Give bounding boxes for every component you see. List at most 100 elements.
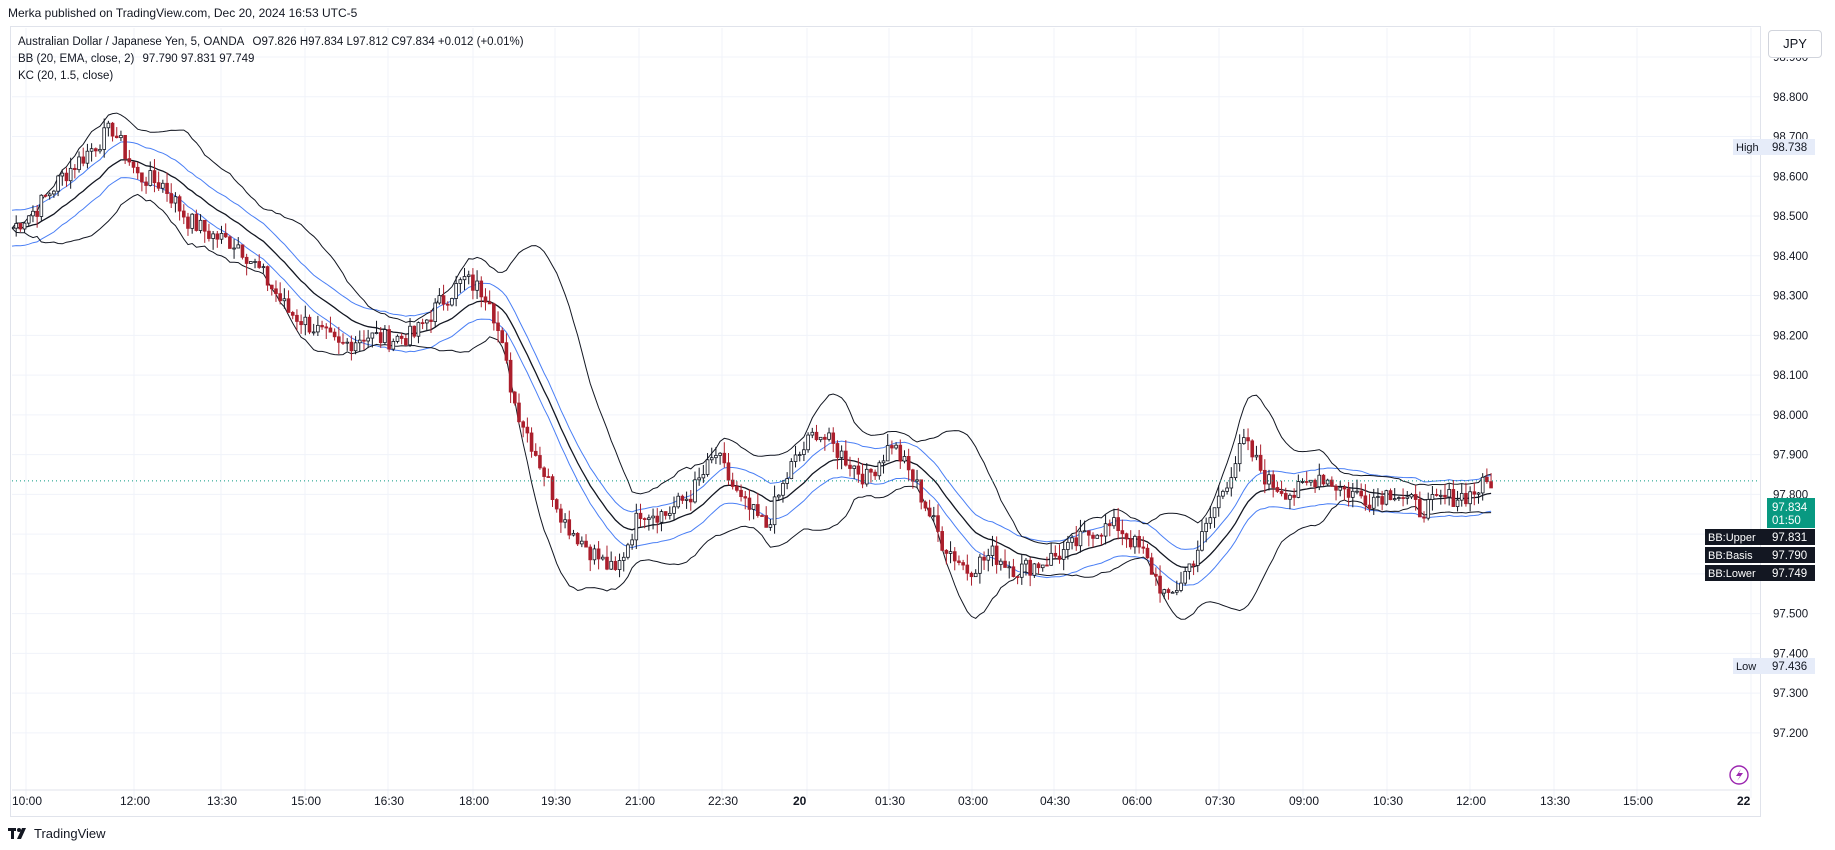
candle-body	[1200, 531, 1204, 551]
candle-body	[399, 335, 404, 339]
candle-body	[1338, 486, 1343, 491]
candle-body	[902, 456, 907, 462]
candle-body	[1066, 541, 1070, 550]
candle-body	[575, 532, 580, 545]
y-tick-label: 98.300	[1773, 291, 1808, 303]
candle-body	[1342, 486, 1347, 490]
x-tick-label: 04:30	[1040, 794, 1070, 808]
candle-body	[722, 452, 727, 464]
candle-body	[102, 127, 106, 150]
candle-body	[617, 560, 622, 570]
candle-body	[1384, 490, 1389, 505]
candle-body	[89, 148, 94, 152]
candle-body	[1019, 563, 1024, 578]
candle-body	[638, 512, 643, 519]
y-tick-label: 98.600	[1773, 171, 1808, 183]
candle-body	[743, 496, 748, 499]
candle-body	[1212, 507, 1217, 519]
y-tick-label: 98.000	[1773, 410, 1808, 422]
candle-body	[1091, 534, 1095, 539]
currency-button[interactable]: JPY	[1768, 30, 1822, 58]
candle-body	[228, 236, 232, 249]
candle-body	[739, 489, 743, 498]
candle-body	[948, 551, 953, 554]
y-tick-label: 98.800	[1773, 92, 1808, 104]
candle-body	[542, 467, 546, 477]
candle-body	[533, 450, 538, 456]
candle-body	[404, 338, 408, 346]
candle-body	[634, 512, 639, 541]
x-tick-label: 22:30	[708, 794, 738, 808]
candle-body	[462, 276, 467, 281]
candle-body	[1162, 589, 1167, 594]
y-tick-label: 97.900	[1773, 450, 1808, 462]
candle-body	[202, 219, 207, 232]
candle-body	[303, 316, 308, 326]
x-tick-label: 10:30	[1373, 794, 1403, 808]
candle-body	[119, 135, 123, 139]
legend-symbol[interactable]: Australian Dollar / Japanese Yen, 5, OAN…	[18, 36, 245, 48]
y-tick-label: 97.200	[1773, 728, 1808, 740]
y-tick-label: 97.300	[1773, 688, 1808, 700]
candle-body	[1082, 530, 1087, 533]
candle-body	[144, 181, 148, 186]
candle-body	[161, 182, 165, 189]
candle-body	[106, 122, 111, 129]
candle-body	[391, 341, 396, 350]
x-tick-label: 10:00	[12, 794, 42, 808]
candle-body	[26, 215, 31, 224]
candle-body	[1040, 564, 1045, 569]
candle-body	[747, 497, 752, 510]
legend-ohlc: O97.826 H97.834 L97.812 C97.834 +0.012 (…	[252, 36, 524, 48]
legend-bb-label[interactable]: BB (20, EMA, close, 2)	[18, 53, 135, 65]
candle-body	[357, 339, 362, 344]
candle-body	[1443, 494, 1447, 498]
lightning-icon[interactable]	[1729, 765, 1749, 785]
legend-kc-label[interactable]: KC (20, 1.5, close)	[18, 70, 114, 82]
candle-body	[244, 256, 249, 264]
legend-kc-row: KC (20, 1.5, close)	[18, 68, 529, 85]
candle-body	[600, 556, 605, 560]
candle-body	[450, 298, 454, 306]
bb-tag-value-bg	[1767, 547, 1815, 563]
chart-frame	[10, 26, 1761, 817]
candle-body	[1401, 497, 1405, 499]
candle-body	[554, 499, 559, 510]
candle-body	[240, 244, 245, 258]
candle-body	[1267, 474, 1271, 485]
candle-body	[181, 210, 186, 218]
candle-body	[1388, 490, 1393, 501]
candle-body	[613, 560, 618, 570]
y-tick-label: 98.500	[1773, 211, 1808, 223]
candle-body	[827, 432, 831, 440]
candle-body	[437, 295, 442, 304]
candle-body	[932, 515, 936, 518]
candle-body	[416, 322, 421, 337]
candle-body	[286, 298, 291, 313]
candle-body	[1216, 495, 1221, 509]
candle-body	[559, 508, 563, 523]
candle-body	[177, 196, 182, 212]
low-label: Low	[1736, 661, 1756, 673]
candle-body	[316, 324, 320, 333]
candle-body	[232, 247, 236, 250]
candle-body	[911, 469, 915, 482]
candle-body	[651, 515, 655, 519]
candle-body	[211, 233, 215, 239]
candle-body	[1107, 523, 1112, 527]
candle-body	[596, 548, 601, 560]
candle-body	[1237, 443, 1242, 465]
candle-body	[592, 548, 597, 561]
candle-body	[492, 303, 496, 324]
x-tick-label: 13:30	[207, 794, 237, 808]
x-tick-label: 15:00	[1623, 794, 1653, 808]
bb-upper-line	[11, 112, 1492, 545]
candle-body	[952, 551, 957, 562]
candle-body	[881, 460, 886, 464]
bb-tag-value: 97.831	[1772, 532, 1807, 544]
bar-countdown: 01:50	[1772, 515, 1801, 527]
candle-body	[374, 332, 379, 334]
high-value: 98.738	[1772, 142, 1807, 154]
candle-body	[73, 167, 77, 171]
